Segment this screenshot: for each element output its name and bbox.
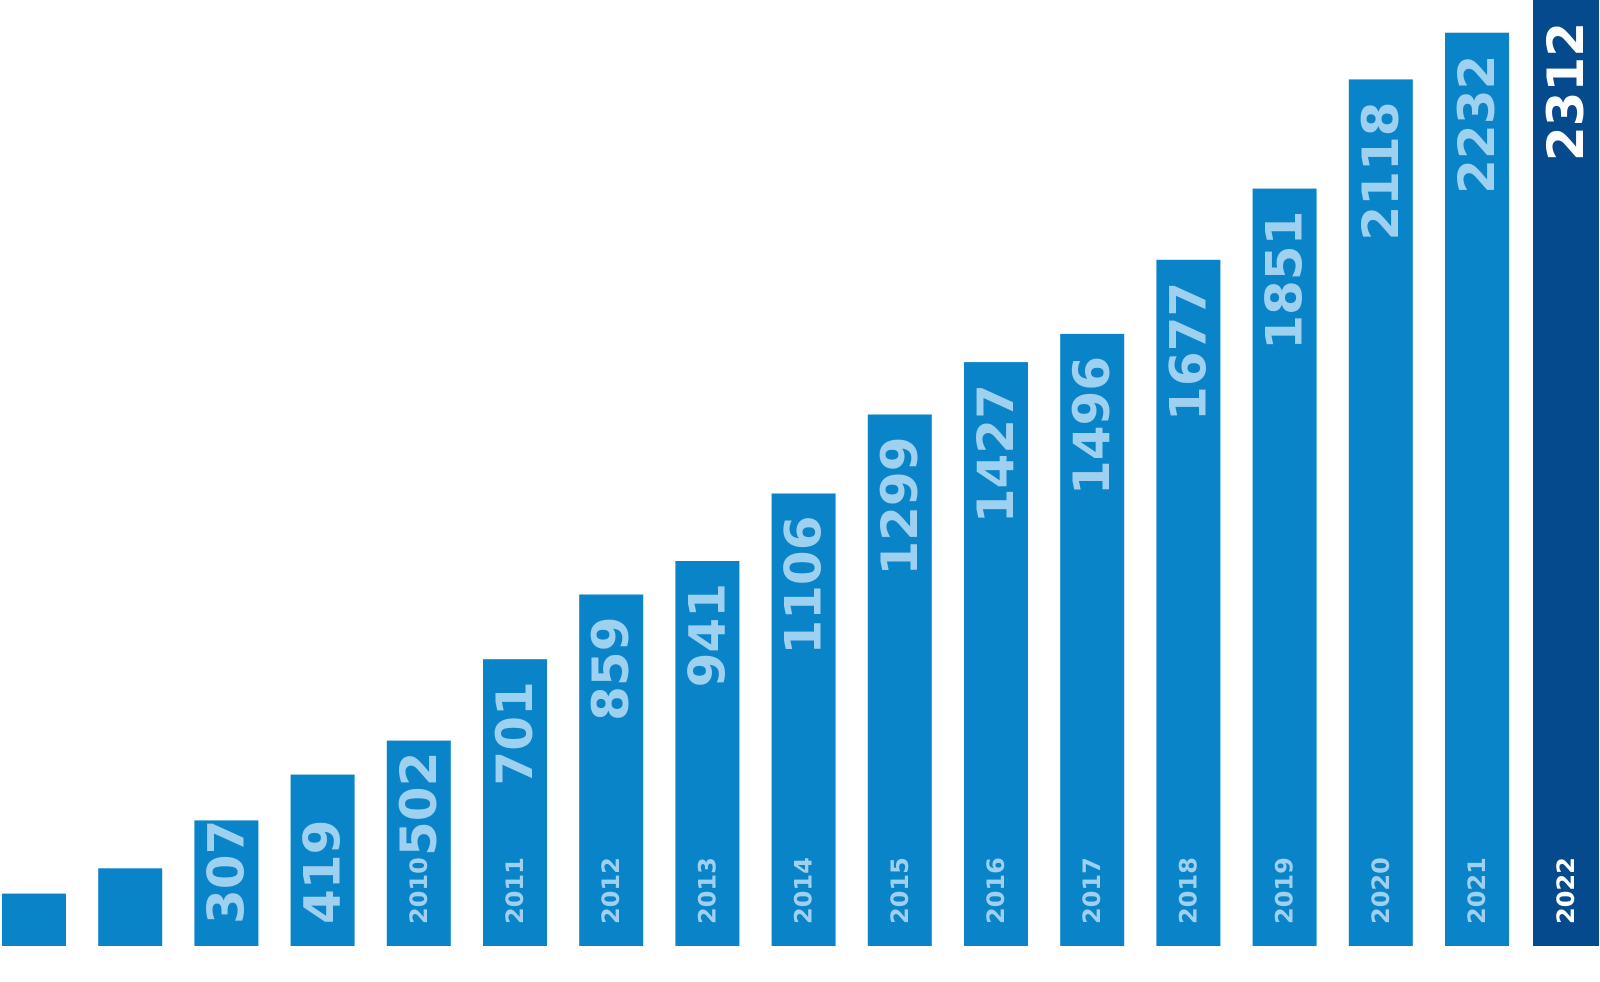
bar-2011	[483, 659, 547, 946]
bar-2018	[1156, 259, 1221, 946]
bar-2021	[1445, 32, 1509, 946]
year-label: 2010	[405, 857, 433, 924]
value-label: 502	[390, 752, 448, 856]
value-label: 701	[486, 681, 544, 785]
value-label: 1496	[1063, 356, 1121, 495]
year-label: 2013	[693, 857, 721, 924]
bar-2020	[1348, 79, 1413, 946]
bar-2019	[1252, 188, 1317, 947]
bar-2012	[579, 594, 644, 946]
year-label: 2020	[1367, 857, 1395, 924]
year-label: 2012	[597, 857, 625, 924]
bar-2014	[771, 493, 836, 946]
value-label: 1677	[1159, 282, 1217, 421]
value-label: 1299	[871, 437, 929, 576]
year-label: 2019	[1271, 857, 1299, 924]
bar-2016	[964, 362, 1028, 947]
bars-layer	[2, 0, 1599, 947]
bar-item-2	[98, 868, 163, 946]
bar-2013	[675, 561, 740, 946]
value-label: 307	[197, 820, 255, 924]
value-label: 2118	[1352, 101, 1410, 240]
year-label: 2016	[982, 857, 1010, 924]
year-label: 2011	[501, 857, 529, 924]
year-label: 2021	[1463, 857, 1491, 924]
value-label: 1106	[775, 516, 833, 655]
year-label: 2018	[1174, 857, 1202, 924]
bar-item-4	[290, 774, 355, 946]
value-label: 1851	[1256, 211, 1314, 350]
bar-2022	[1533, 0, 1599, 946]
value-label: 2312	[1537, 22, 1595, 161]
bar-item-1	[2, 893, 66, 946]
bar-item-3	[194, 820, 259, 946]
year-label: 2014	[790, 857, 818, 924]
value-label: 2232	[1448, 55, 1506, 194]
bar-2015	[867, 414, 932, 946]
value-label: 419	[294, 820, 352, 924]
year-label: 2022	[1552, 857, 1580, 924]
value-label: 941	[678, 583, 736, 687]
value-label: 859	[582, 617, 640, 721]
bar-2017	[1060, 333, 1125, 946]
value-label: 1427	[967, 384, 1025, 523]
year-label: 2017	[1078, 857, 1106, 924]
year-label: 2015	[886, 857, 914, 924]
bar-2010	[386, 740, 451, 946]
